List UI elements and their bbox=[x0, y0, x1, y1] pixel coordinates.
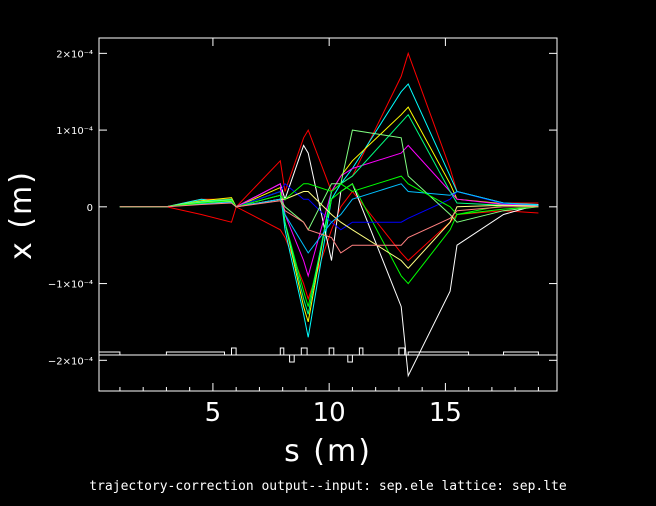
lattice-element-9 bbox=[358, 347, 364, 356]
lattice-element-4 bbox=[279, 347, 285, 356]
trajectory-line-12 bbox=[119, 183, 539, 254]
y-axis-label: x (m) bbox=[4, 170, 39, 260]
trajectory-line-5 bbox=[119, 106, 539, 323]
x-tick-label-2: 10 bbox=[313, 398, 346, 428]
chart-caption: trajectory-correction output--input: sep… bbox=[89, 479, 567, 494]
trajectory-line-9 bbox=[119, 113, 539, 315]
lattice-element-5 bbox=[289, 354, 295, 363]
y-tick-label-5: −2×10⁻⁴ bbox=[48, 356, 93, 367]
trajectory-line-10 bbox=[119, 129, 539, 231]
trajectory-line-14 bbox=[119, 200, 539, 254]
y-axis-ticks: 2×10⁻⁴ 1×10⁻⁴ 0 −1×10⁻⁴ −2×10⁻⁴ bbox=[48, 49, 557, 367]
lattice-element-10 bbox=[398, 347, 406, 356]
x-axis-label: s (m) bbox=[284, 434, 372, 469]
trajectory-line-1 bbox=[119, 51, 539, 208]
lattice-elements bbox=[98, 347, 557, 363]
y-tick-label-3: 0 bbox=[87, 203, 93, 214]
y-tick-label-2: 1×10⁻⁴ bbox=[56, 126, 93, 137]
lattice-element-7 bbox=[328, 347, 335, 356]
y-tick-label-4: −1×10⁻⁴ bbox=[48, 280, 93, 291]
x-tick-label-3: 15 bbox=[429, 398, 462, 428]
lattice-element-8 bbox=[347, 354, 353, 363]
x-tick-label-1: 5 bbox=[205, 398, 222, 428]
trajectory-line-13 bbox=[119, 175, 539, 216]
trajectory-line-11 bbox=[119, 191, 539, 269]
plot-frame bbox=[98, 37, 558, 392]
lattice-element-6 bbox=[300, 347, 308, 356]
y-tick-label-1: 2×10⁻⁴ bbox=[56, 49, 93, 60]
x-axis-ticks: 5 10 15 bbox=[119, 38, 539, 428]
trajectory-line-2 bbox=[119, 190, 539, 301]
lattice-element-3 bbox=[231, 347, 237, 356]
trajectory-series bbox=[119, 51, 539, 378]
trajectory-line-4 bbox=[119, 144, 539, 378]
